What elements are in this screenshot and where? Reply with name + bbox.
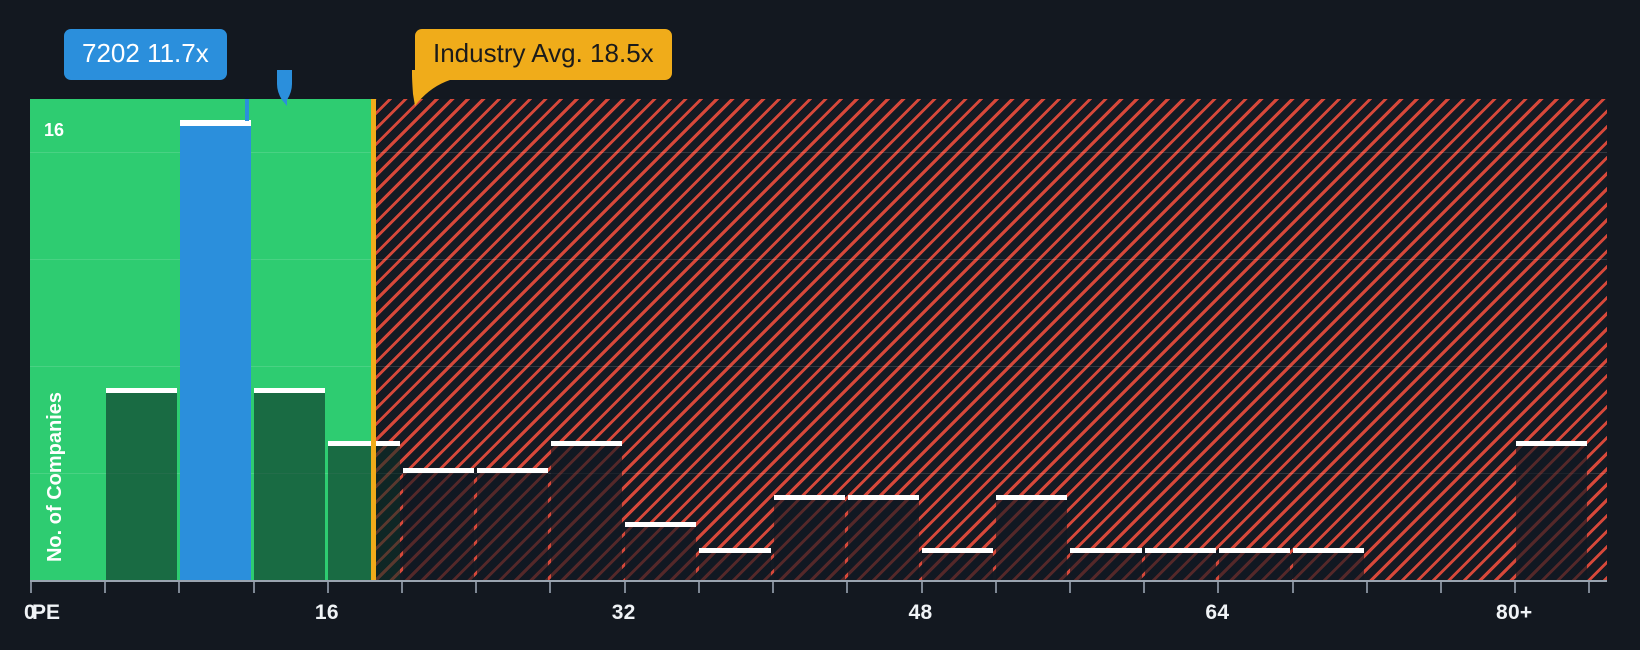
x-axis-tick-label: 64 [1205, 601, 1230, 624]
bar-cap [476, 468, 548, 474]
y-axis-label: No. of Companies [44, 392, 66, 563]
plot-area [30, 99, 1607, 580]
bar-cap [699, 548, 771, 554]
x-axis-tick-label: 16 [314, 601, 339, 624]
bar-cap [773, 494, 845, 500]
x-axis-line [30, 580, 1607, 582]
x-axis-prefix-label: PE [32, 601, 61, 624]
x-axis-tick [1143, 582, 1146, 593]
bar-cap [1218, 548, 1291, 554]
x-axis-tick [475, 582, 478, 593]
bar-cap [1144, 548, 1216, 554]
bar[interactable] [402, 468, 474, 580]
bar-cap [254, 387, 326, 393]
x-axis-tick [1068, 582, 1071, 593]
x-axis-tick [104, 582, 107, 593]
industry-callout[interactable]: Industry Avg. 18.5x [415, 29, 672, 80]
gridline-4 [30, 473, 1607, 475]
y-axis-top-value: 16 [44, 120, 65, 140]
overvalued-zone [373, 99, 1607, 580]
industry-callout-label: Industry Avg. 18.5x [433, 38, 654, 68]
bar[interactable] [773, 494, 845, 580]
bar-highlighted[interactable] [179, 119, 252, 580]
bar[interactable] [996, 494, 1068, 580]
bar[interactable] [1144, 548, 1216, 580]
x-axis-tick-label: 0 [24, 601, 36, 624]
x-axis-tick [697, 582, 700, 593]
x-axis-tick [1440, 582, 1443, 593]
x-axis-tick [326, 582, 329, 593]
company-callout-label: 7202 11.7x [82, 38, 209, 68]
bar[interactable] [847, 494, 920, 580]
x-axis-tick-label: 32 [611, 601, 636, 624]
x-axis-tick-label: 48 [908, 601, 933, 624]
gridline-8 [30, 366, 1607, 368]
bar[interactable] [922, 548, 994, 580]
x-axis-tick [252, 582, 255, 593]
bar[interactable] [328, 441, 400, 580]
gridline-16 [30, 152, 1607, 154]
bar[interactable] [105, 387, 177, 580]
bar-cap [625, 521, 697, 527]
x-axis-tick [30, 582, 32, 593]
bar[interactable] [550, 441, 623, 580]
bar-cap [996, 494, 1068, 500]
bar[interactable] [1070, 548, 1142, 580]
bar[interactable] [699, 548, 771, 580]
bar-cap [922, 548, 994, 554]
industry-marker-line [371, 99, 377, 580]
bar[interactable] [476, 468, 548, 580]
company-marker-line [245, 99, 250, 121]
x-axis-tick [1514, 582, 1517, 593]
bar[interactable] [1218, 548, 1291, 580]
x-axis-tick [401, 582, 404, 593]
bar-cap [1515, 441, 1587, 447]
bar-cap [1070, 548, 1142, 554]
bar-cap [847, 494, 920, 500]
x-axis-tick-label: 80+ [1495, 601, 1533, 624]
company-callout[interactable]: 7202 11.7x [64, 29, 227, 80]
x-axis-tick [549, 582, 552, 593]
x-axis-tick [994, 582, 997, 593]
bar-cap [328, 441, 400, 447]
bar-cap [179, 119, 252, 126]
x-axis-tick [1217, 582, 1220, 593]
bar-cap [402, 468, 474, 474]
bar-cap [1293, 548, 1365, 554]
company-callout-pointer [246, 70, 292, 106]
x-axis-tick [623, 582, 626, 593]
bar[interactable] [625, 521, 697, 580]
x-axis-tick [846, 582, 849, 593]
bar[interactable] [1293, 548, 1365, 580]
x-axis-tick [178, 582, 181, 593]
x-axis-tick [1365, 582, 1368, 593]
bar[interactable] [1515, 441, 1587, 580]
bar[interactable] [254, 387, 326, 580]
x-axis-tick [772, 582, 775, 593]
x-axis-tick [1588, 582, 1591, 593]
bar-cap [550, 441, 623, 447]
bar-cap [105, 387, 177, 393]
gridline-12 [30, 259, 1607, 261]
x-axis-tick [920, 582, 923, 593]
x-axis-tick [1291, 582, 1294, 593]
